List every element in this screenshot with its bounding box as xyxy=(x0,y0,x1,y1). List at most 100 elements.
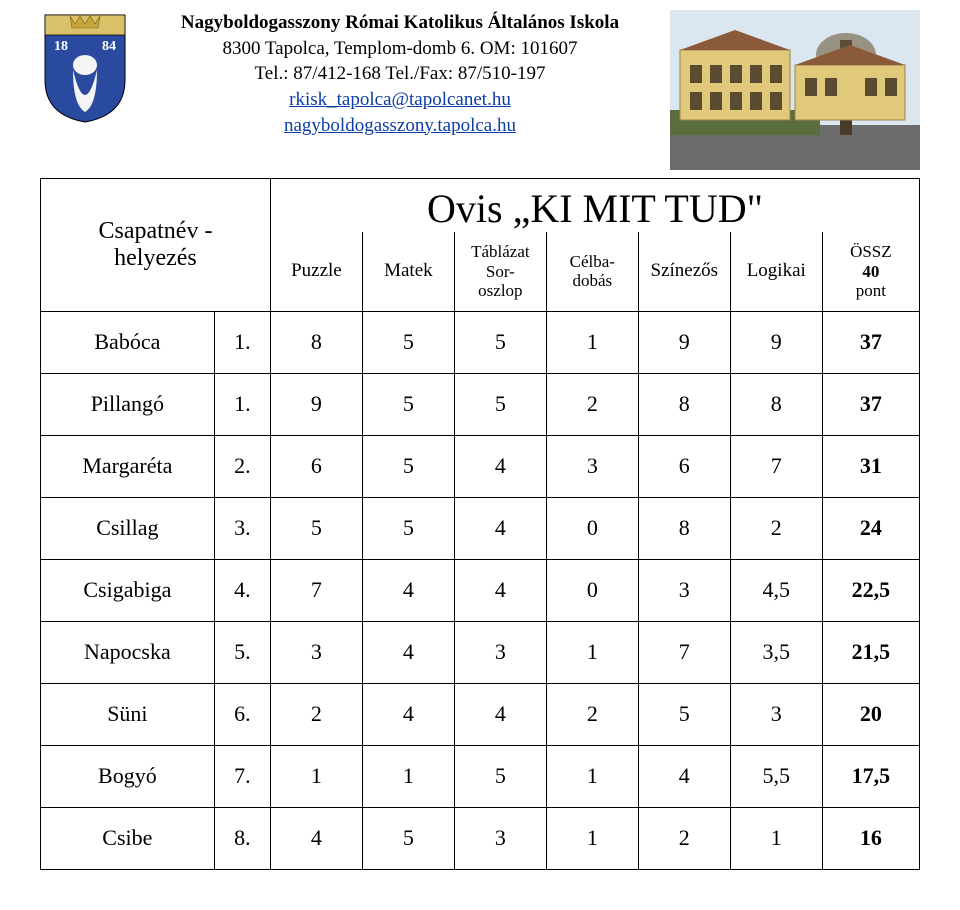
col-header-celbadobas: Célba-dobás xyxy=(546,232,638,311)
score-cell: 4 xyxy=(362,621,454,683)
school-crest: 18 84 xyxy=(40,10,130,125)
total-cell: 20 xyxy=(822,683,919,745)
team-rank: 1. xyxy=(214,373,270,435)
col-header-szinezos: Színezős xyxy=(638,232,730,311)
table-row: Bogyó7.115145,517,5 xyxy=(41,745,920,807)
total-cell: 37 xyxy=(822,373,919,435)
col-header-logikai: Logikai xyxy=(730,232,822,311)
results-table-main: Csapatnév -helyezésOvis „KI MIT TUD"Puzz… xyxy=(40,178,920,870)
score-cell: 4 xyxy=(362,559,454,621)
score-cell: 1 xyxy=(362,745,454,807)
score-cell: 4 xyxy=(362,683,454,745)
col-header-total: ÖSSZ40pont xyxy=(822,232,919,311)
table-row: Margaréta2.65436731 xyxy=(41,435,920,497)
score-cell: 5 xyxy=(362,497,454,559)
team-rank: 6. xyxy=(214,683,270,745)
table-row: Süni6.24425320 xyxy=(41,683,920,745)
table-row: Csigabiga4.744034,522,5 xyxy=(41,559,920,621)
score-cell: 4 xyxy=(270,807,362,869)
school-building-image xyxy=(670,10,920,170)
score-cell: 7 xyxy=(638,621,730,683)
score-cell: 4,5 xyxy=(730,559,822,621)
score-cell: 1 xyxy=(270,745,362,807)
score-cell: 2 xyxy=(546,373,638,435)
team-rank: 4. xyxy=(214,559,270,621)
team-rank: 5. xyxy=(214,621,270,683)
score-cell: 2 xyxy=(730,497,822,559)
crest-icon: 18 84 xyxy=(40,10,130,125)
total-cell: 22,5 xyxy=(822,559,919,621)
score-cell: 5,5 xyxy=(730,745,822,807)
team-name: Bogyó xyxy=(41,745,215,807)
table-title: Ovis „KI MIT TUD" xyxy=(270,179,919,233)
team-rank: 1. xyxy=(214,311,270,373)
team-rank: 2. xyxy=(214,435,270,497)
score-cell: 0 xyxy=(546,497,638,559)
col-header-matek: Matek xyxy=(362,232,454,311)
table-row: Csibe8.45312116 xyxy=(41,807,920,869)
table-row: Csillag3.55408224 xyxy=(41,497,920,559)
score-cell: 8 xyxy=(638,497,730,559)
col-header-team: Csapatnév -helyezés xyxy=(41,179,271,312)
total-cell: 21,5 xyxy=(822,621,919,683)
total-cell: 37 xyxy=(822,311,919,373)
score-cell: 2 xyxy=(546,683,638,745)
team-name: Süni xyxy=(41,683,215,745)
school-address: 8300 Tapolca, Templom-domb 6. OM: 101607 xyxy=(150,36,650,62)
team-label-1: Csapatnév - xyxy=(98,218,212,244)
score-cell: 5 xyxy=(454,373,546,435)
school-email-link[interactable]: rkisk_tapolca@tapolcanet.hu xyxy=(289,89,511,110)
score-cell: 2 xyxy=(638,807,730,869)
score-cell: 5 xyxy=(638,683,730,745)
score-cell: 5 xyxy=(270,497,362,559)
team-name: Csibe xyxy=(41,807,215,869)
score-cell: 5 xyxy=(454,745,546,807)
score-cell: 1 xyxy=(730,807,822,869)
score-cell: 5 xyxy=(362,435,454,497)
score-cell: 9 xyxy=(638,311,730,373)
team-name: Margaréta xyxy=(41,435,215,497)
score-cell: 4 xyxy=(454,497,546,559)
school-phone: Tel.: 87/412-168 Tel./Fax: 87/510-197 xyxy=(150,61,650,87)
score-cell: 6 xyxy=(638,435,730,497)
score-cell: 9 xyxy=(270,373,362,435)
score-cell: 4 xyxy=(454,559,546,621)
team-rank: 3. xyxy=(214,497,270,559)
score-cell: 1 xyxy=(546,807,638,869)
score-cell: 6 xyxy=(270,435,362,497)
school-website-link[interactable]: nagyboldogasszony.tapolca.hu xyxy=(284,115,516,136)
table-row: Napocska5.343173,521,5 xyxy=(41,621,920,683)
team-name: Pillangó xyxy=(41,373,215,435)
score-cell: 7 xyxy=(730,435,822,497)
team-name: Napocska xyxy=(41,621,215,683)
school-name: Nagyboldogasszony Római Katolikus Általá… xyxy=(150,10,650,36)
score-cell: 3 xyxy=(454,807,546,869)
score-cell: 3 xyxy=(454,621,546,683)
team-name: Csigabiga xyxy=(41,559,215,621)
header-text-block: Nagyboldogasszony Római Katolikus Általá… xyxy=(150,10,650,138)
total-cell: 31 xyxy=(822,435,919,497)
score-cell: 1 xyxy=(546,621,638,683)
score-cell: 1 xyxy=(546,311,638,373)
score-cell: 3,5 xyxy=(730,621,822,683)
score-cell: 9 xyxy=(730,311,822,373)
score-cell: 1 xyxy=(546,745,638,807)
crest-year-left: 18 xyxy=(54,39,68,54)
score-cell: 3 xyxy=(638,559,730,621)
score-cell: 7 xyxy=(270,559,362,621)
score-cell: 8 xyxy=(730,373,822,435)
score-cell: 0 xyxy=(546,559,638,621)
score-cell: 5 xyxy=(362,373,454,435)
page-header: 18 84 Nagyboldogasszony Római Katolikus … xyxy=(40,10,920,170)
team-rank: 7. xyxy=(214,745,270,807)
score-cell: 8 xyxy=(638,373,730,435)
total-cell: 17,5 xyxy=(822,745,919,807)
total-cell: 24 xyxy=(822,497,919,559)
team-name: Csillag xyxy=(41,497,215,559)
score-cell: 3 xyxy=(546,435,638,497)
score-cell: 4 xyxy=(638,745,730,807)
score-cell: 3 xyxy=(730,683,822,745)
table-row: Babóca1.85519937 xyxy=(41,311,920,373)
team-rank: 8. xyxy=(214,807,270,869)
score-cell: 5 xyxy=(362,311,454,373)
